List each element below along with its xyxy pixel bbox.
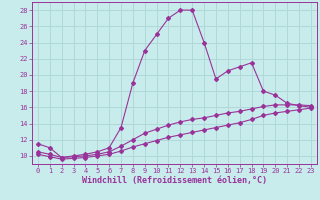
X-axis label: Windchill (Refroidissement éolien,°C): Windchill (Refroidissement éolien,°C)	[82, 176, 267, 185]
